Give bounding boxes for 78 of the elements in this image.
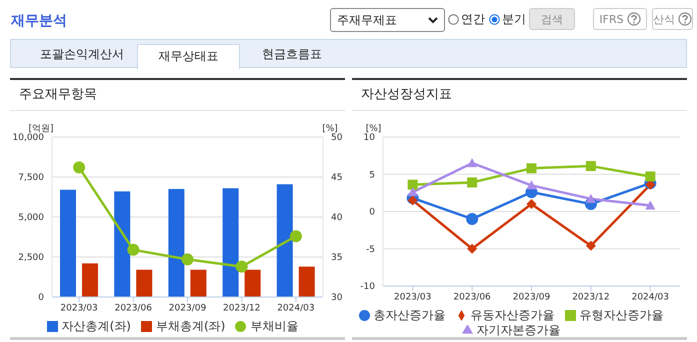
x-tick-label: 2024/03 <box>277 303 315 314</box>
legend-label: 부채비율 <box>250 319 298 333</box>
x-tick-label: 2023/06 <box>453 292 492 302</box>
point <box>408 187 418 196</box>
bar <box>222 188 239 297</box>
text: IFRS <box>593 8 647 30</box>
text: 현금흐름표 <box>262 46 322 63</box>
text: 연간 <box>461 11 485 28</box>
y2-axis-title: [%] <box>322 124 338 134</box>
chart-title: 자산성장성지표 <box>352 80 687 111</box>
legend-label: 총자산증가율 <box>374 308 446 322</box>
point <box>467 244 478 254</box>
text: 분기 <box>502 11 526 28</box>
text: 재무분석 <box>11 12 67 30</box>
y-tick-label: 2,500 <box>18 253 44 264</box>
text: 주재무제표 <box>337 12 397 28</box>
point <box>290 230 302 242</box>
y2-tick-label: 30 <box>331 293 343 304</box>
point <box>645 200 656 210</box>
point <box>127 244 140 256</box>
bar <box>276 184 293 297</box>
bar <box>60 190 76 297</box>
point <box>586 240 596 251</box>
point <box>526 163 536 174</box>
point <box>467 158 478 168</box>
y-tick-label: 10,000 <box>12 133 44 144</box>
y2-tick-label: 35 <box>331 253 342 264</box>
point <box>408 180 418 190</box>
bar <box>136 270 152 297</box>
legend-label: 유형자산증가율 <box>580 308 664 322</box>
point <box>645 171 656 182</box>
y2-tick-label: 40 <box>331 213 343 224</box>
legend-label: 부채총계(좌) <box>156 319 226 333</box>
point <box>586 194 596 203</box>
y-axis-title: [억원] <box>28 124 54 134</box>
legend-label: 자산총계(좌) <box>62 319 131 333</box>
y-tick-label: 5,000 <box>18 213 44 224</box>
y-tick-label: 0 <box>369 208 376 218</box>
x-tick-label: 2023/12 <box>572 292 610 302</box>
x-tick-label: 2023/09 <box>512 292 550 302</box>
x-tick-label: 2023/03 <box>394 292 432 302</box>
point <box>236 260 248 273</box>
x-tick-label: 2023/09 <box>168 303 206 314</box>
text: 산식 <box>652 8 693 30</box>
text: 재무상태표 <box>137 44 240 69</box>
bar <box>168 189 184 297</box>
y2-tick-label: 50 <box>331 133 343 144</box>
point <box>182 253 194 266</box>
x-tick-label: 2024/03 <box>632 292 669 302</box>
point <box>526 199 536 210</box>
legend-label: 자기자본증가율 <box>476 323 560 337</box>
point <box>467 177 478 188</box>
y-tick-label: 10 <box>364 133 376 144</box>
bar <box>114 191 130 297</box>
point <box>645 180 656 190</box>
y-tick-label: -5 <box>366 244 375 255</box>
point <box>408 195 418 206</box>
point <box>586 161 596 172</box>
point <box>466 212 478 225</box>
x-tick-label: 2023/03 <box>60 303 98 314</box>
legend-label: 유동자산증가율 <box>470 308 554 322</box>
bar <box>82 263 98 297</box>
y-tick-label: -10 <box>360 282 376 292</box>
y-tick-label: 7,500 <box>18 173 44 184</box>
point <box>526 180 536 190</box>
y2-tick-label: 45 <box>331 173 342 184</box>
y-tick-label: 5 <box>369 170 375 180</box>
text: 포괄손익계산서 <box>40 46 124 63</box>
bar <box>298 266 315 297</box>
bar <box>190 270 206 297</box>
bar <box>244 270 261 297</box>
y-tick-label: 0 <box>38 293 44 304</box>
x-tick-label: 2023/12 <box>223 303 260 314</box>
chart-title: 주요재무항목 <box>10 80 345 111</box>
x-tick-label: 2023/06 <box>114 303 152 314</box>
point <box>73 161 86 174</box>
y-axis-title: [%] <box>366 124 382 134</box>
text: 검색 <box>529 8 575 30</box>
